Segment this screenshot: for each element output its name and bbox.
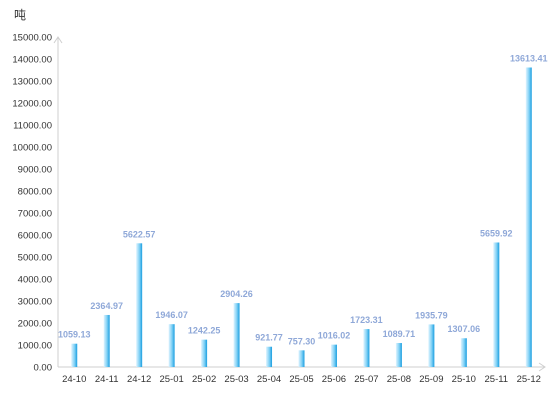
x-tick-label: 24-10 [62, 374, 86, 385]
bar [395, 343, 402, 367]
x-tick-label: 25-02 [192, 374, 216, 385]
y-unit-label: 吨 [14, 8, 27, 22]
bars [71, 67, 532, 368]
y-tick-label: 10000.00 [12, 143, 52, 154]
x-tick-label: 25-08 [387, 374, 411, 385]
data-label: 1016.02 [318, 331, 351, 341]
y-tick-label: 7000.00 [18, 209, 52, 220]
bar [201, 339, 208, 367]
y-tick-label: 11000.00 [13, 121, 52, 132]
y-tick-labels: 0.00 1000.00 2000.00 3000.00 4000.00 5000.00 6… [12, 33, 52, 374]
x-tick-label: 25-05 [289, 374, 313, 385]
x-tick-label: 24-12 [127, 374, 151, 385]
bar [428, 324, 435, 367]
y-tick-label: 2000.00 [18, 319, 52, 330]
y-tick-label: 15000.00 [12, 33, 52, 44]
data-label: 2904.26 [220, 289, 253, 299]
x-tick-label: 25-03 [224, 374, 248, 385]
x-tick-label: 25-11 [485, 374, 509, 385]
bar [168, 324, 175, 367]
data-label: 1935.79 [415, 310, 448, 320]
bar [266, 346, 273, 367]
bar [460, 338, 467, 367]
bar [71, 343, 78, 367]
data-label: 2364.97 [90, 301, 123, 311]
x-tick-label: 24-11 [95, 374, 119, 385]
data-label: 5659.92 [480, 228, 513, 238]
data-label: 5622.57 [123, 229, 156, 239]
data-label: 1723.31 [350, 315, 383, 325]
x-tick-label: 25-04 [257, 374, 281, 385]
data-label: 921.77 [255, 333, 283, 343]
y-tick-label: 4000.00 [18, 275, 52, 286]
x-axis-arrow [538, 362, 546, 372]
y-tick-label: 14000.00 [12, 55, 52, 66]
bar [330, 344, 337, 367]
x-tick-label: 25-12 [517, 374, 541, 385]
data-label: 757.30 [288, 336, 316, 346]
y-tick-label: 0.00 [34, 363, 53, 374]
data-label: 1242.25 [188, 326, 221, 336]
data-label: 1307.06 [448, 324, 481, 334]
bar [103, 314, 110, 367]
bar [233, 303, 240, 367]
x-tick-label: 25-10 [452, 374, 476, 385]
bar [493, 242, 500, 367]
data-label: 1089.71 [383, 329, 416, 339]
axes [53, 36, 546, 372]
bar [136, 243, 143, 367]
x-tick-labels: 24-10 24-11 24-12 25-01 25-02 25-03 25-04 25-05… [62, 374, 541, 385]
bar [298, 350, 305, 367]
bar [363, 329, 370, 367]
y-tick-label: 5000.00 [18, 253, 52, 264]
x-tick-label: 25-01 [159, 374, 183, 385]
y-tick-label: 8000.00 [18, 187, 52, 198]
x-tick-label: 25-07 [354, 374, 378, 385]
y-tick-label: 3000.00 [18, 297, 52, 308]
y-tick-label: 1000.00 [18, 341, 52, 352]
data-label: 13613.41 [510, 54, 548, 64]
x-tick-label: 25-06 [322, 374, 346, 385]
data-label: 1946.07 [155, 310, 188, 320]
y-axis-arrow [53, 36, 63, 44]
y-tick-label: 6000.00 [18, 231, 52, 242]
y-tick-label: 12000.00 [12, 99, 52, 110]
y-tick-label: 9000.00 [18, 165, 52, 176]
x-tick-label: 25-09 [419, 374, 443, 385]
bar [525, 67, 532, 368]
data-label: 1059.13 [58, 330, 91, 340]
y-tick-label: 13000.00 [12, 77, 52, 88]
